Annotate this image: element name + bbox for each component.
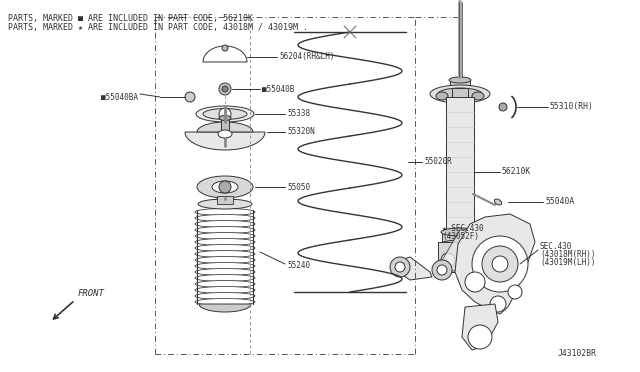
Ellipse shape: [195, 292, 255, 299]
Ellipse shape: [212, 181, 238, 193]
Ellipse shape: [195, 298, 255, 305]
Circle shape: [465, 272, 485, 292]
Ellipse shape: [195, 257, 255, 263]
Text: 55040A: 55040A: [545, 198, 574, 206]
Ellipse shape: [195, 244, 255, 251]
Polygon shape: [199, 304, 251, 312]
Circle shape: [390, 257, 410, 277]
Polygon shape: [395, 257, 432, 280]
Text: FRONT: FRONT: [78, 289, 105, 298]
Polygon shape: [455, 214, 535, 314]
Circle shape: [472, 236, 528, 292]
Ellipse shape: [196, 106, 254, 122]
FancyBboxPatch shape: [221, 118, 229, 132]
Circle shape: [219, 83, 231, 95]
Ellipse shape: [218, 130, 232, 138]
Circle shape: [508, 285, 522, 299]
Text: SEC.430: SEC.430: [540, 242, 572, 251]
Ellipse shape: [449, 77, 471, 83]
Ellipse shape: [197, 176, 253, 198]
Text: 55050: 55050: [287, 183, 310, 192]
Circle shape: [482, 246, 518, 282]
Circle shape: [492, 256, 508, 272]
Text: (43052F): (43052F): [442, 232, 479, 241]
Text: (43019M(LH)): (43019M(LH)): [540, 258, 595, 267]
Ellipse shape: [195, 286, 255, 294]
Ellipse shape: [219, 115, 231, 121]
Ellipse shape: [195, 280, 255, 288]
Ellipse shape: [195, 250, 255, 257]
Ellipse shape: [441, 228, 479, 236]
Text: 55320N: 55320N: [287, 128, 315, 137]
Circle shape: [468, 325, 492, 349]
Ellipse shape: [195, 227, 255, 234]
Ellipse shape: [195, 215, 255, 221]
Ellipse shape: [213, 198, 237, 206]
Ellipse shape: [195, 269, 255, 276]
Polygon shape: [203, 46, 247, 62]
Ellipse shape: [198, 199, 252, 209]
Text: ★ SEC.430: ★ SEC.430: [442, 224, 484, 233]
Text: PARTS, MARKED ■ ARE INCLUDED IN PART CODE, 56210K: PARTS, MARKED ■ ARE INCLUDED IN PART COD…: [8, 14, 253, 23]
Text: J43102BR: J43102BR: [558, 349, 597, 358]
Ellipse shape: [195, 221, 255, 228]
Text: 56204(RH&LH): 56204(RH&LH): [279, 52, 335, 61]
Ellipse shape: [195, 238, 255, 246]
Ellipse shape: [441, 240, 479, 248]
Circle shape: [432, 260, 452, 280]
Ellipse shape: [195, 232, 255, 240]
Ellipse shape: [430, 85, 490, 103]
Text: 55240: 55240: [287, 262, 310, 270]
Text: 55310(RH): 55310(RH): [550, 103, 594, 112]
Ellipse shape: [438, 88, 482, 100]
Text: 55338: 55338: [287, 109, 310, 119]
Circle shape: [437, 265, 447, 275]
Ellipse shape: [494, 199, 502, 205]
Ellipse shape: [472, 92, 484, 100]
Circle shape: [441, 253, 455, 267]
Text: (43018M(RH)): (43018M(RH)): [540, 250, 595, 259]
Text: ■55040B: ■55040B: [262, 84, 294, 93]
FancyBboxPatch shape: [446, 97, 474, 237]
Polygon shape: [462, 304, 498, 350]
Ellipse shape: [436, 92, 448, 100]
Circle shape: [395, 262, 405, 272]
Circle shape: [219, 181, 231, 193]
Circle shape: [465, 253, 479, 267]
Ellipse shape: [195, 263, 255, 269]
Text: PARTS, MARKED ★ ARE INCLUDED IN PART CODE, 43018M / 43019M .: PARTS, MARKED ★ ARE INCLUDED IN PART COD…: [8, 23, 308, 32]
Text: 55020R: 55020R: [424, 157, 452, 167]
FancyBboxPatch shape: [217, 196, 233, 204]
FancyBboxPatch shape: [438, 242, 482, 272]
FancyBboxPatch shape: [450, 80, 470, 92]
FancyBboxPatch shape: [452, 88, 468, 100]
Circle shape: [499, 103, 507, 111]
Circle shape: [222, 86, 228, 92]
Circle shape: [219, 108, 231, 120]
Text: ■55040BA: ■55040BA: [101, 93, 138, 102]
Polygon shape: [197, 122, 253, 132]
Text: 56210K: 56210K: [502, 167, 531, 176]
Polygon shape: [185, 132, 265, 150]
FancyBboxPatch shape: [442, 232, 478, 244]
Circle shape: [490, 296, 506, 312]
Ellipse shape: [195, 275, 255, 282]
Ellipse shape: [195, 208, 255, 215]
Circle shape: [222, 45, 228, 51]
Ellipse shape: [203, 109, 247, 119]
Circle shape: [185, 92, 195, 102]
Polygon shape: [435, 227, 510, 272]
